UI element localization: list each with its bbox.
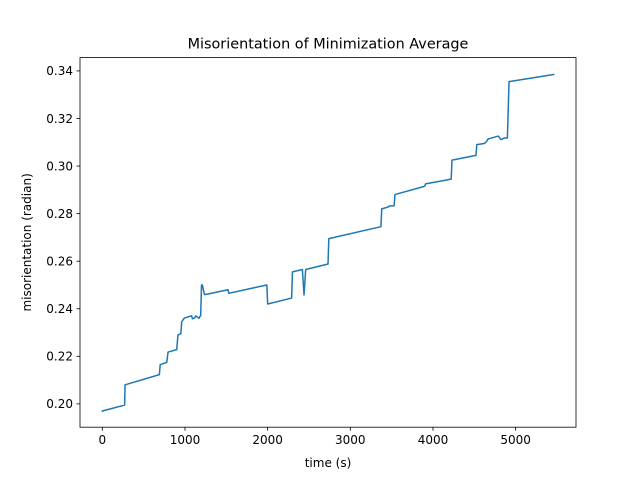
x-tick-label: 2000 xyxy=(252,433,283,447)
y-tick-label: 0.20 xyxy=(46,397,73,411)
chart-title: Misorientation of Minimization Average xyxy=(188,37,469,53)
x-tick-label: 5000 xyxy=(500,433,531,447)
series-line-0 xyxy=(101,73,555,412)
y-tick-label: 0.34 xyxy=(46,64,73,78)
y-tick-label: 0.26 xyxy=(46,254,73,268)
y-tick-label: 0.24 xyxy=(46,302,73,316)
x-tick-label: 4000 xyxy=(418,433,449,447)
x-tick-label: 1000 xyxy=(170,433,201,447)
plot-frame xyxy=(79,57,577,428)
y-tick-label: 0.32 xyxy=(46,112,73,126)
y-tick-label: 0.28 xyxy=(46,207,73,221)
y-tick-label: 0.22 xyxy=(46,350,73,364)
y-tick-label: 0.30 xyxy=(46,159,73,173)
x-tick-label: 0 xyxy=(98,433,106,447)
x-tick-label: 3000 xyxy=(335,433,366,447)
x-axis-label: time (s) xyxy=(305,456,352,470)
y-axis-label: misorientation (radian) xyxy=(20,173,34,311)
